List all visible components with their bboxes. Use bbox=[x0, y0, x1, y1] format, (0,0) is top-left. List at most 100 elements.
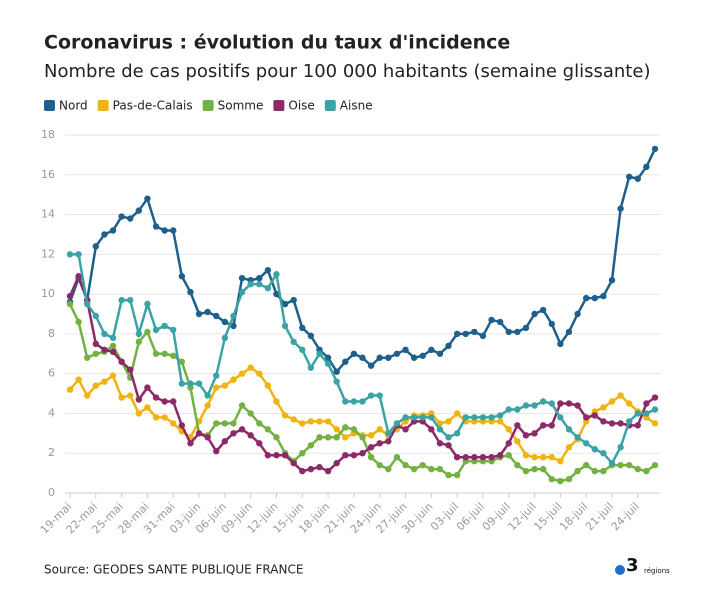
data-point bbox=[582, 294, 590, 302]
data-point bbox=[522, 324, 530, 332]
data-point bbox=[462, 414, 469, 421]
data-point bbox=[643, 163, 650, 171]
data-point bbox=[144, 300, 151, 308]
data-point bbox=[385, 465, 392, 473]
data-point bbox=[66, 251, 74, 258]
data-point bbox=[152, 326, 160, 334]
data-point bbox=[342, 434, 349, 441]
x-tick-label: 24-juil bbox=[609, 500, 642, 533]
data-point bbox=[600, 292, 607, 300]
data-point bbox=[273, 290, 280, 298]
data-point bbox=[496, 452, 504, 459]
data-point bbox=[84, 392, 91, 399]
data-point bbox=[307, 332, 315, 340]
data-point bbox=[574, 434, 581, 441]
data-point bbox=[359, 354, 366, 361]
data-point bbox=[178, 358, 186, 365]
data-point bbox=[402, 426, 409, 433]
data-point bbox=[273, 452, 280, 459]
data-point bbox=[238, 426, 246, 433]
data-point bbox=[230, 376, 237, 383]
data-point bbox=[539, 398, 547, 405]
x-tick-label: 03-juil bbox=[428, 500, 461, 533]
data-point bbox=[230, 420, 237, 427]
data-point bbox=[445, 442, 452, 449]
data-point bbox=[505, 452, 512, 459]
data-point bbox=[299, 420, 306, 427]
data-point bbox=[436, 350, 444, 357]
data-point bbox=[608, 420, 616, 427]
data-point bbox=[333, 426, 340, 433]
data-point bbox=[135, 396, 143, 403]
data-point bbox=[324, 354, 332, 361]
data-point bbox=[161, 322, 168, 330]
data-point bbox=[428, 414, 435, 421]
data-point bbox=[101, 346, 108, 353]
data-point bbox=[385, 438, 392, 445]
data-point bbox=[548, 422, 555, 429]
data-point bbox=[393, 420, 401, 427]
data-point bbox=[350, 452, 358, 459]
data-point bbox=[548, 475, 555, 483]
data-point bbox=[410, 354, 418, 361]
data-point bbox=[213, 420, 220, 427]
data-point bbox=[557, 400, 564, 407]
data-point bbox=[92, 350, 100, 357]
data-point bbox=[410, 414, 418, 421]
logo-dot bbox=[615, 565, 625, 575]
data-point bbox=[651, 406, 659, 413]
data-point bbox=[307, 465, 315, 473]
legend-label: Aisne bbox=[340, 99, 373, 113]
data-point bbox=[342, 452, 349, 459]
data-point bbox=[290, 459, 297, 467]
data-point bbox=[565, 444, 573, 451]
data-point bbox=[402, 461, 409, 469]
data-point bbox=[436, 465, 444, 473]
data-point bbox=[367, 362, 375, 369]
data-point bbox=[101, 330, 108, 338]
data-point bbox=[625, 173, 633, 180]
data-point bbox=[75, 273, 82, 280]
data-point bbox=[152, 414, 160, 421]
data-point bbox=[178, 380, 186, 387]
data-point bbox=[488, 454, 495, 461]
data-point bbox=[617, 420, 624, 427]
data-point bbox=[643, 410, 650, 417]
data-point bbox=[608, 459, 616, 467]
data-point bbox=[170, 420, 177, 427]
data-point bbox=[548, 320, 555, 328]
data-point bbox=[247, 280, 254, 288]
data-point bbox=[376, 461, 383, 469]
data-point bbox=[230, 312, 237, 320]
data-point bbox=[531, 402, 538, 409]
data-point bbox=[256, 440, 263, 447]
data-point bbox=[316, 434, 323, 441]
data-point bbox=[342, 398, 349, 405]
series-line bbox=[68, 148, 657, 374]
data-point bbox=[342, 424, 349, 431]
data-point bbox=[195, 430, 203, 437]
y-tick-label: 0 bbox=[48, 486, 55, 499]
data-point bbox=[565, 328, 573, 336]
data-point bbox=[213, 372, 220, 379]
data-point bbox=[264, 284, 272, 292]
data-point bbox=[445, 471, 452, 479]
data-point bbox=[350, 398, 358, 405]
data-point bbox=[170, 227, 177, 234]
data-point bbox=[385, 354, 392, 361]
data-point bbox=[84, 354, 91, 361]
data-point bbox=[514, 328, 521, 336]
data-point bbox=[539, 454, 547, 461]
data-point bbox=[178, 273, 186, 280]
x-tick-label: 06-juil bbox=[454, 500, 487, 533]
data-point bbox=[221, 420, 229, 427]
data-point bbox=[471, 414, 478, 421]
data-point bbox=[281, 300, 289, 308]
data-point bbox=[307, 418, 315, 425]
data-point bbox=[264, 267, 272, 274]
data-point bbox=[453, 330, 461, 338]
data-point bbox=[453, 410, 461, 417]
y-tick-label: 16 bbox=[41, 168, 55, 181]
data-point bbox=[428, 346, 435, 353]
x-tick-label: 09-juil bbox=[480, 500, 513, 533]
